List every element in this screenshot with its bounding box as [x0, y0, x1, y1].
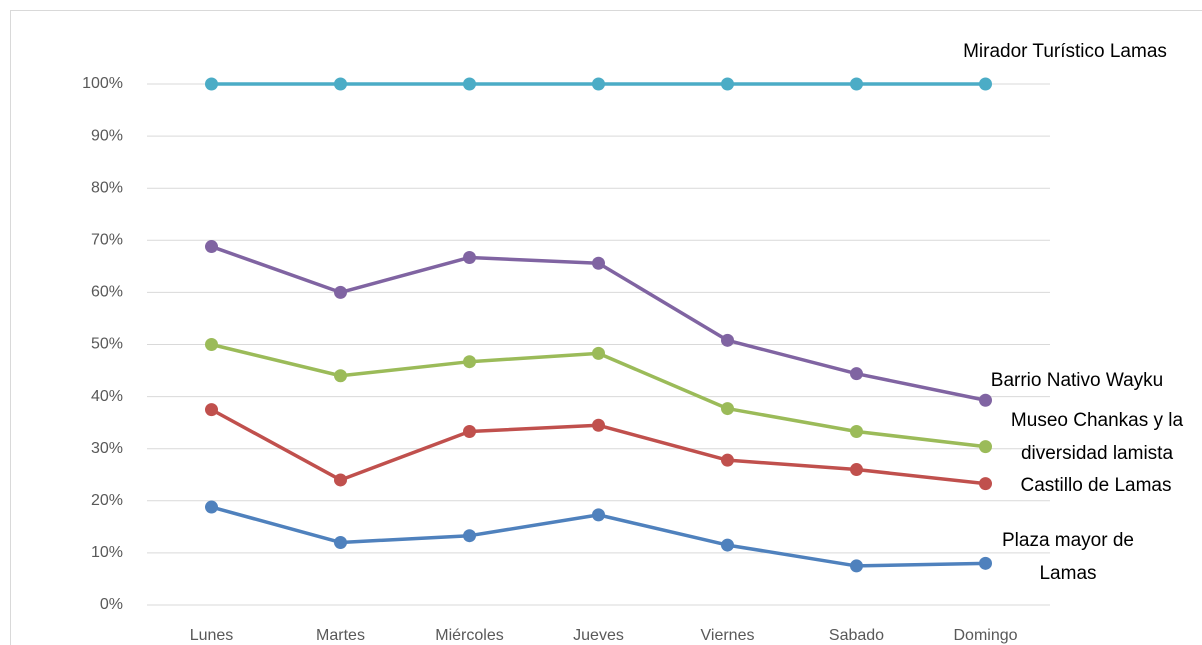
data-point — [463, 77, 476, 91]
data-point — [334, 285, 347, 299]
data-point — [850, 77, 863, 91]
y-tick-label: 40% — [91, 388, 123, 405]
data-point — [463, 425, 476, 439]
series-label: Barrio Nativo Wayku — [990, 370, 1164, 391]
data-point — [979, 440, 992, 454]
y-tick-label: 80% — [91, 179, 123, 196]
data-point — [850, 463, 863, 477]
chart-border — [10, 10, 1202, 645]
data-point — [979, 77, 992, 91]
data-point — [463, 250, 476, 264]
data-point — [334, 77, 347, 91]
data-point — [334, 535, 347, 549]
x-tick-label: Jueves — [573, 627, 624, 644]
data-point — [592, 77, 605, 91]
x-tick-label: Lunes — [190, 627, 234, 644]
x-tick-label: Viernes — [701, 627, 755, 644]
data-point — [850, 425, 863, 439]
data-point — [463, 529, 476, 543]
data-point — [205, 500, 218, 514]
data-point — [592, 508, 605, 522]
series-label: Museo Chankas y la diversidad lamista — [1010, 410, 1184, 464]
x-tick-label: Miércoles — [435, 627, 503, 644]
y-tick-label: 70% — [91, 232, 123, 249]
data-point — [721, 77, 734, 91]
series-label: Castillo de Lamas — [1020, 475, 1172, 496]
data-point — [721, 538, 734, 552]
data-point — [334, 369, 347, 383]
y-tick-label: 60% — [91, 284, 123, 301]
data-point — [721, 333, 734, 347]
data-point — [205, 338, 218, 351]
data-point — [721, 453, 734, 467]
data-point — [979, 477, 992, 491]
y-tick-label: 10% — [91, 544, 123, 561]
y-tick-label: 20% — [91, 492, 123, 509]
x-tick-label: Sabado — [829, 627, 884, 644]
data-point — [979, 556, 992, 570]
data-point — [721, 402, 734, 416]
y-tick-label: 30% — [91, 440, 123, 457]
series-label: Plaza mayor de Lamas — [1001, 530, 1134, 584]
data-point — [850, 559, 863, 573]
data-point — [592, 346, 605, 360]
y-tick-label: 0% — [100, 596, 123, 613]
y-tick-label: 90% — [91, 127, 123, 144]
data-point — [334, 473, 347, 487]
series-label: Mirador Turístico Lamas — [963, 41, 1167, 62]
data-point — [205, 240, 218, 254]
data-point — [463, 355, 476, 369]
data-point — [850, 367, 863, 381]
y-tick-label: 100% — [82, 75, 123, 92]
data-point — [205, 403, 218, 417]
data-point — [205, 77, 218, 91]
data-point — [592, 418, 605, 432]
x-tick-label: Domingo — [953, 627, 1017, 644]
x-tick-label: Martes — [316, 627, 365, 644]
data-point — [592, 256, 605, 270]
data-point — [979, 393, 992, 407]
y-tick-label: 50% — [91, 336, 123, 353]
